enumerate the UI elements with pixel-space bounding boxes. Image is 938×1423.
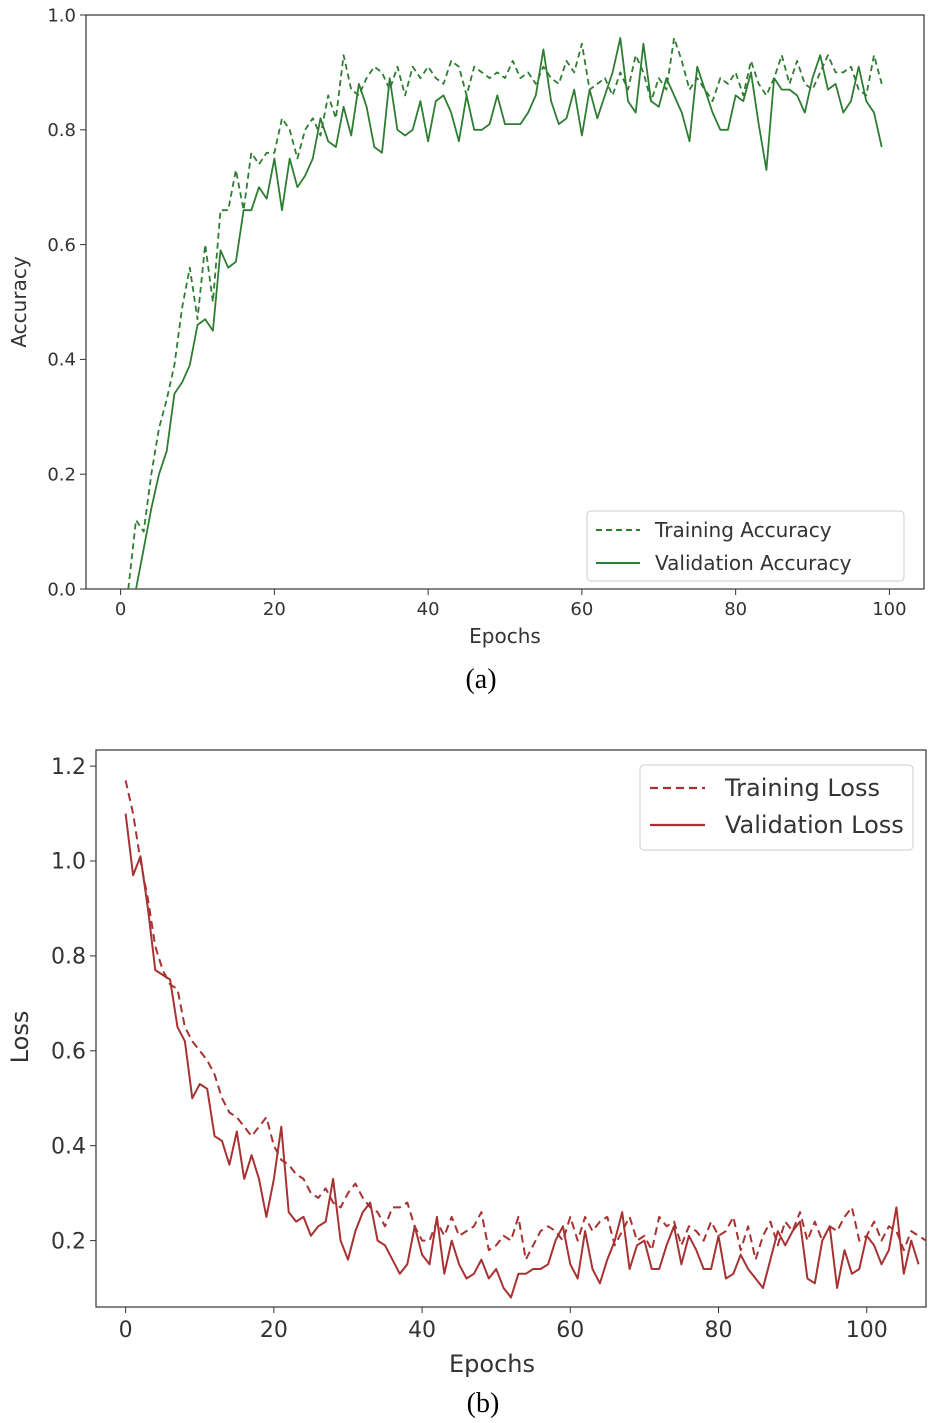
loss-chart: 0 20 40 60 80 100 0.2 0.4 0.6 0.8 1.0 1.2 Epochs Lo…: [6, 749, 927, 1419]
plot-frame: [95, 749, 927, 1308]
x-tick-label: 20: [260, 1318, 288, 1343]
y-tick-label: 0.0: [47, 579, 76, 600]
accuracy-chart: 0 20 40 60 80 100 0.0 0.2 0.4 0.6 0.8 1.0 Epochs Ac…: [7, 5, 925, 695]
x-tick-label: 40: [408, 1318, 436, 1343]
x-tick-label: 0: [119, 1318, 133, 1343]
legend-label-validation: Validation Accuracy: [655, 551, 852, 575]
x-axis-label: Epochs: [469, 624, 541, 648]
legend-label-validation: Validation Loss: [725, 811, 904, 839]
plot-frame: [85, 14, 925, 590]
series-line-training-accuracy: [127, 37, 883, 590]
legend-label-training: Training Accuracy: [654, 518, 832, 542]
x-tick-label: 80: [724, 599, 747, 620]
legend-box: [639, 764, 914, 851]
x-tick-label: 100: [846, 1318, 888, 1343]
caption-b: (b): [467, 1388, 500, 1419]
x-axis-label: Epochs: [449, 1350, 535, 1378]
y-axis-label: Accuracy: [7, 256, 31, 347]
x-tick-label: 60: [570, 599, 593, 620]
x-tick-label: 0: [115, 599, 126, 620]
series-line-training-loss: [124, 780, 927, 1261]
legend: Training Accuracy Validation Accuracy: [586, 510, 905, 582]
y-tick-label: 1.0: [51, 850, 86, 875]
x-tick-label: 100: [872, 599, 906, 620]
x-tick-label: 20: [263, 599, 286, 620]
y-tick-label: 0.4: [47, 350, 76, 371]
x-tick-label: 60: [556, 1318, 584, 1343]
y-tick-label: 0.6: [51, 1039, 86, 1064]
series-line-validation-loss: [124, 813, 920, 1299]
y-tick-label: 0.4: [51, 1134, 86, 1159]
y-tick-label: 0.6: [47, 235, 76, 256]
x-tick-label: 80: [705, 1318, 733, 1343]
legend-label-training: Training Loss: [724, 774, 880, 802]
y-axis-label: Loss: [6, 1011, 34, 1064]
legend-box: [586, 510, 905, 582]
y-tick-label: 1.0: [47, 5, 76, 26]
x-tick-label: 40: [417, 599, 440, 620]
y-tick-label: 1.2: [51, 755, 86, 780]
series-line-validation-accuracy: [135, 37, 883, 590]
y-tick-label: 0.8: [47, 120, 76, 141]
y-tick-label: 0.8: [51, 945, 86, 970]
y-tick-label: 0.2: [47, 465, 76, 486]
legend: Training Loss Validation Loss: [639, 764, 914, 851]
caption-a: (a): [465, 664, 496, 695]
y-tick-label: 0.2: [51, 1229, 86, 1254]
